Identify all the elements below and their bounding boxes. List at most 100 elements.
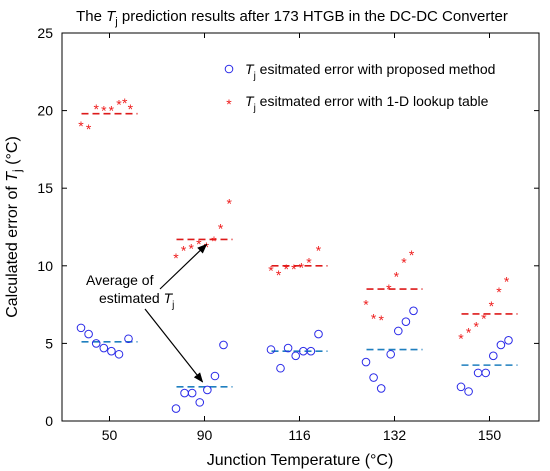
- annotation-arrows: [144, 243, 208, 383]
- data-point-star: *: [466, 325, 472, 341]
- data-point-circle: [489, 351, 498, 361]
- legend-item-proposed: Tj esitmated error with proposed method: [224, 61, 495, 82]
- y-tick-label: 0: [45, 413, 53, 429]
- data-point-circle: [107, 346, 116, 356]
- data-point-circle: [195, 398, 205, 407]
- data-point-circle: [456, 382, 466, 392]
- y-tick-label: 25: [37, 25, 53, 41]
- data-point-circle: [219, 340, 228, 350]
- data-point-circle: [99, 343, 109, 353]
- data-point-circle: [171, 404, 181, 413]
- y-axis-ticks: 0 5 10 15 20 25: [37, 25, 539, 429]
- data-point-circle: [306, 346, 316, 356]
- data-point-circle: [314, 329, 323, 339]
- data-point-star: *: [316, 242, 322, 258]
- y-axis-label: Calculated error of Tj (°C): [4, 136, 24, 318]
- legend-label-proposed: Tj esitmated error with proposed method: [245, 61, 495, 82]
- data-point-circle: [203, 385, 212, 395]
- data-point-circle: [464, 387, 473, 396]
- data-point-star: *: [276, 267, 282, 283]
- legend: Tj esitmated error with proposed method …: [224, 61, 495, 114]
- data-point-star: *: [386, 281, 392, 297]
- data-point-circle: [386, 349, 396, 359]
- data-point-star: *: [78, 118, 84, 134]
- data-point-circle: [376, 384, 386, 393]
- y-tick-label: 5: [45, 335, 53, 351]
- data-point-star: *: [378, 312, 384, 328]
- data-point-star: *: [489, 298, 495, 314]
- legend-circle-icon: [224, 64, 234, 74]
- x-tick-label: 132: [383, 427, 407, 443]
- data-point-circle: [291, 351, 301, 361]
- annotation-line-2: estimated Tj: [99, 290, 174, 311]
- data-point-star: *: [401, 255, 407, 271]
- data-point-star: *: [496, 284, 502, 300]
- data-point-star: *: [306, 255, 312, 271]
- data-markers: * ** * * * * ** * * * * **** * * * * **** **** ** * * ****: [76, 95, 513, 413]
- data-point-circle: [473, 368, 483, 378]
- annotation: Average of estimated Tj: [86, 243, 208, 383]
- data-point-star: *: [211, 233, 217, 249]
- data-point-star: *: [363, 297, 369, 313]
- data-point-circle: [361, 357, 371, 367]
- data-point-star: *: [188, 241, 194, 257]
- plot-area: [61, 32, 540, 422]
- data-point-circle: [369, 373, 378, 382]
- data-point-star: *: [86, 121, 92, 137]
- data-point-circle: [114, 349, 124, 359]
- data-point-star: *: [504, 273, 510, 289]
- data-point-circle: [84, 329, 93, 339]
- data-point-star: *: [93, 101, 99, 117]
- y-tick-label: 10: [37, 258, 53, 274]
- data-point-circle: [504, 335, 513, 345]
- data-point-star: *: [409, 247, 415, 263]
- data-point-circle: [180, 388, 189, 398]
- data-point-star: *: [122, 95, 128, 111]
- data-point-star: *: [394, 269, 400, 285]
- data-point-star: *: [299, 259, 305, 275]
- data-point-star: *: [481, 311, 487, 327]
- data-point-star: *: [173, 250, 179, 266]
- data-point-star: *: [218, 221, 224, 237]
- data-point-circle: [481, 368, 491, 378]
- data-point-circle: [276, 363, 285, 373]
- data-point-star: *: [181, 242, 187, 258]
- data-point-circle: [76, 323, 86, 333]
- average-lines: [81, 112, 518, 388]
- data-point-star: *: [109, 103, 115, 119]
- data-point-circle: [91, 339, 101, 348]
- data-point-circle: [496, 340, 506, 350]
- x-axis-ticks: 50 90 116 132 150: [102, 33, 502, 443]
- data-point-circle: [401, 317, 411, 326]
- data-point-star: *: [226, 196, 232, 212]
- data-point-circle: [283, 343, 293, 353]
- data-point-circle: [409, 306, 418, 316]
- data-point-star: *: [283, 261, 289, 277]
- x-tick-label: 50: [102, 427, 118, 443]
- data-point-circle: [266, 345, 276, 354]
- data-point-circle: [187, 388, 197, 398]
- data-point-star: *: [268, 262, 274, 278]
- data-point-star: *: [204, 239, 210, 255]
- data-point-star: *: [473, 318, 479, 334]
- data-point-star: *: [458, 331, 464, 347]
- y-tick-label: 20: [37, 103, 53, 119]
- x-axis-label: Junction Temperature (°C): [207, 452, 394, 469]
- annotation-arrow: [159, 243, 208, 290]
- data-point-circle: [394, 326, 403, 336]
- legend-label-lookup: Tj esitmated error with 1-D lookup table: [245, 93, 489, 114]
- legend-star-icon: *: [226, 96, 232, 112]
- x-tick-label: 150: [478, 427, 502, 443]
- data-point-circle: [124, 334, 133, 344]
- annotation-line-1: Average of: [86, 272, 154, 288]
- chart-title: The Tj prediction results after 173 HTGB…: [76, 8, 508, 28]
- data-point-circle: [210, 371, 220, 381]
- data-point-star: *: [101, 103, 107, 119]
- annotation-arrow: [144, 308, 204, 383]
- x-tick-label: 116: [288, 427, 311, 443]
- x-tick-label: 90: [197, 427, 213, 443]
- data-point-star: *: [128, 101, 134, 117]
- data-point-star: *: [291, 261, 297, 277]
- legend-item-lookup: * Tj esitmated error with 1-D lookup tab…: [226, 93, 488, 114]
